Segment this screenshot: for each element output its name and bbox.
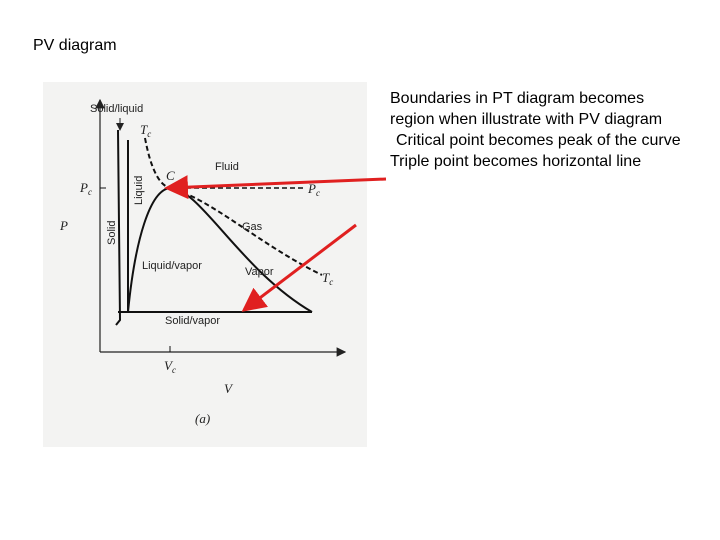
- label: Fluid: [215, 161, 239, 173]
- diagram-background: [43, 82, 367, 447]
- bullet: Boundaries in PT diagram becomes region …: [390, 90, 663, 128]
- label: V: [224, 381, 234, 396]
- label: Tc: [322, 270, 333, 287]
- critical-isotherm: [144, 137, 323, 276]
- solid-boundary: [115, 129, 122, 326]
- label: Solid/vapor: [165, 315, 220, 327]
- bullet: Critical point becomes peak of the curve: [396, 132, 681, 149]
- slide-title: PV diagram: [33, 37, 117, 54]
- bullet-list: Boundaries in PT diagram becomes region …: [390, 88, 690, 172]
- bullet: Triple point becomes horizontal line: [390, 153, 642, 170]
- label: C: [166, 168, 175, 183]
- label: Solid: [106, 221, 118, 245]
- label: P: [59, 218, 68, 233]
- label: Vapor: [245, 266, 274, 278]
- label: Vc: [164, 358, 176, 375]
- label: Gas: [242, 221, 263, 233]
- red-arrow: [241, 223, 357, 312]
- label: Solid/liquid: [90, 103, 143, 115]
- caption: (a): [195, 411, 210, 426]
- label: Liquid/vapor: [142, 260, 202, 272]
- label: Liquid: [133, 176, 145, 205]
- label: Pc: [307, 181, 320, 198]
- red-arrow: [164, 175, 387, 200]
- label: Tc: [140, 122, 151, 139]
- label: Pc: [79, 180, 92, 197]
